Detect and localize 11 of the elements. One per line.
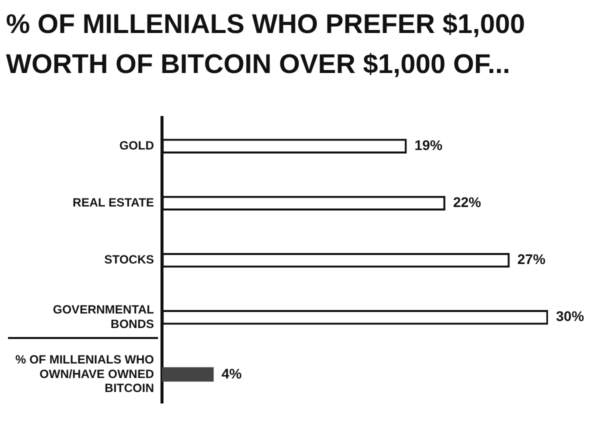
y-tick-label: GOLD [119,138,154,152]
data-label: 4% [221,365,242,382]
y-tick-label: STOCKS [104,252,154,267]
data-label: 19% [414,137,444,153]
y-tick-label: % OF MILLENIALS WHO OWN/HAVE OWNED BITCOIN [15,352,154,396]
data-label: 27% [517,251,546,268]
data-label: 22% [453,194,482,210]
data-label: 30% [556,308,585,324]
chart-title: % OF MILLENIALS WHO PREFER $1,000 WORTH OF BITCOIN OVER $1,000 OF... [6,8,526,81]
y-tick-label: REAL ESTATE [72,196,154,210]
y-tick-label: GOVERNMENTAL BONDS [52,302,154,331]
